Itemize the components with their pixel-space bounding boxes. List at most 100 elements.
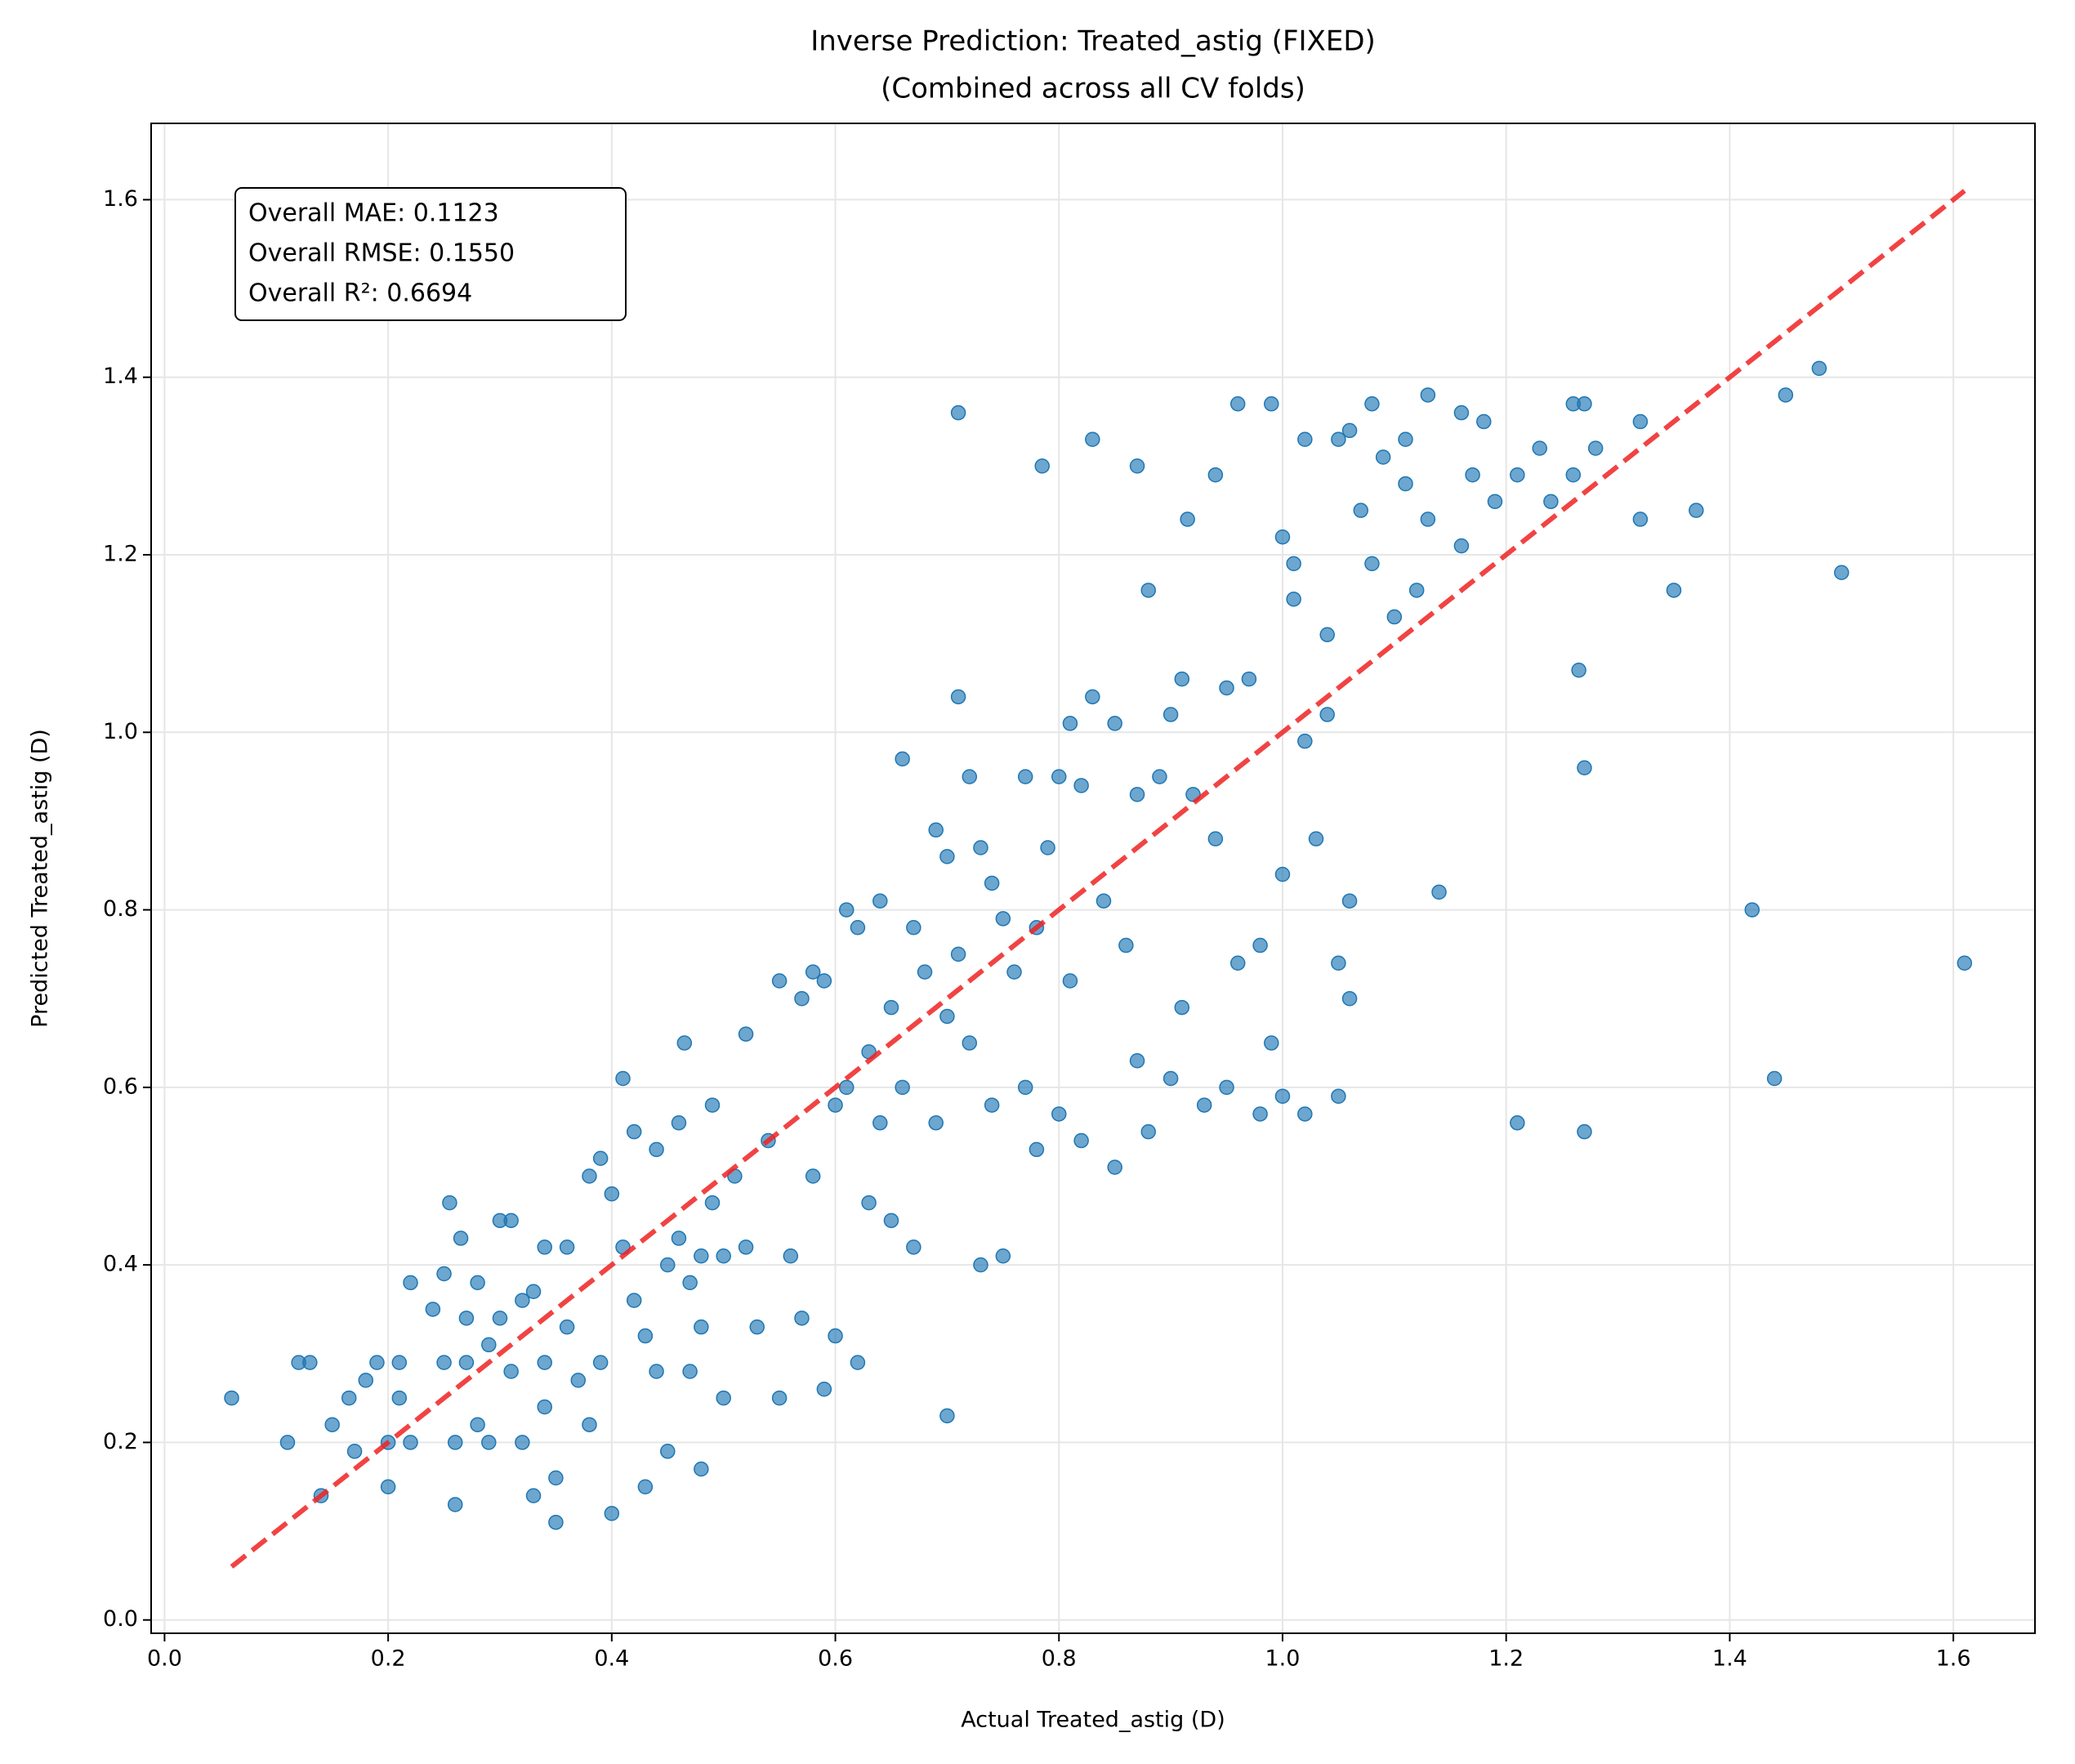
point: [694, 1461, 709, 1477]
point: [939, 1408, 955, 1424]
point: [676, 1035, 693, 1051]
point: [1129, 458, 1145, 474]
stats-text: Overall RMSE: 0.1550: [248, 239, 515, 268]
point: [1833, 565, 1850, 580]
point: [1152, 769, 1167, 784]
y-axis-label: Predicted Treated_astig (D): [28, 729, 53, 1028]
point: [1162, 707, 1179, 722]
point: [1297, 733, 1313, 749]
point: [984, 1097, 1000, 1113]
point: [1543, 493, 1559, 510]
point: [1375, 449, 1391, 465]
point: [671, 1230, 687, 1246]
point: [1129, 787, 1145, 802]
point: [358, 1373, 374, 1388]
point: [548, 1514, 564, 1530]
point: [973, 840, 988, 855]
x-tick-label: 0.0: [147, 1646, 182, 1672]
point: [1040, 840, 1055, 855]
point: [660, 1257, 676, 1273]
point: [548, 1470, 564, 1486]
point: [1196, 1097, 1212, 1113]
point: [537, 1355, 552, 1370]
point: [615, 1070, 631, 1087]
point: [1341, 990, 1358, 1007]
point: [1297, 1106, 1313, 1122]
point: [1229, 955, 1246, 971]
point: [626, 1123, 642, 1140]
point: [682, 1364, 698, 1379]
point: [1174, 999, 1190, 1016]
point: [1085, 689, 1100, 705]
point: [950, 404, 966, 421]
point: [391, 1390, 408, 1406]
point: [1957, 955, 1973, 971]
point: [380, 1479, 396, 1494]
point: [1577, 760, 1592, 775]
x-tick-label: 0.2: [371, 1646, 406, 1672]
point: [984, 875, 1000, 891]
point: [637, 1328, 654, 1344]
point: [872, 893, 888, 909]
point: [637, 1479, 654, 1494]
point: [1129, 1053, 1145, 1069]
point: [1286, 556, 1301, 572]
point: [895, 751, 910, 767]
point: [1229, 396, 1246, 412]
point: [716, 1390, 731, 1406]
point: [1398, 476, 1413, 492]
point: [1051, 769, 1067, 784]
point: [1766, 1070, 1783, 1087]
point: [1587, 440, 1604, 456]
point: [1107, 1159, 1122, 1175]
point: [950, 689, 966, 705]
point: [1252, 937, 1268, 953]
point: [492, 1311, 508, 1326]
y-tick-label: 0.6: [103, 1074, 138, 1099]
point: [973, 1257, 988, 1273]
point: [838, 902, 855, 918]
point: [1453, 404, 1470, 421]
point: [447, 1435, 463, 1450]
point: [582, 1168, 597, 1184]
point: [794, 990, 810, 1007]
point: [1577, 1123, 1592, 1140]
point: [1319, 707, 1335, 722]
point: [1341, 893, 1358, 909]
point: [1264, 1035, 1279, 1051]
point: [224, 1390, 239, 1406]
point: [503, 1212, 519, 1229]
point: [369, 1355, 385, 1370]
point: [928, 822, 944, 838]
point: [1386, 609, 1403, 625]
identity-line: [230, 189, 1966, 1569]
point: [1632, 511, 1649, 527]
point: [1331, 1088, 1346, 1104]
point: [515, 1293, 530, 1308]
point: [1140, 1123, 1156, 1140]
point: [515, 1435, 530, 1450]
point: [453, 1230, 469, 1246]
point: [1017, 769, 1033, 784]
x-tick-label: 0.6: [818, 1646, 853, 1672]
point: [694, 1248, 709, 1264]
point: [346, 1444, 363, 1459]
point: [1331, 955, 1346, 971]
x-tick-label: 1.6: [1936, 1646, 1971, 1672]
point: [1174, 671, 1190, 687]
y-tick-label: 0.2: [103, 1429, 138, 1454]
point: [1252, 1106, 1268, 1122]
point: [1811, 360, 1827, 377]
point: [1319, 627, 1335, 643]
y-tick-label: 1.4: [103, 364, 138, 389]
chart-title: Inverse Prediction: Treated_astig (FIXED…: [810, 25, 1376, 58]
point: [895, 1079, 910, 1096]
point: [1364, 396, 1380, 412]
point: [1207, 467, 1224, 483]
point: [1632, 413, 1649, 430]
x-tick-label: 1.2: [1488, 1646, 1524, 1672]
point: [1006, 964, 1022, 980]
point: [1274, 866, 1291, 882]
point: [783, 1248, 799, 1264]
